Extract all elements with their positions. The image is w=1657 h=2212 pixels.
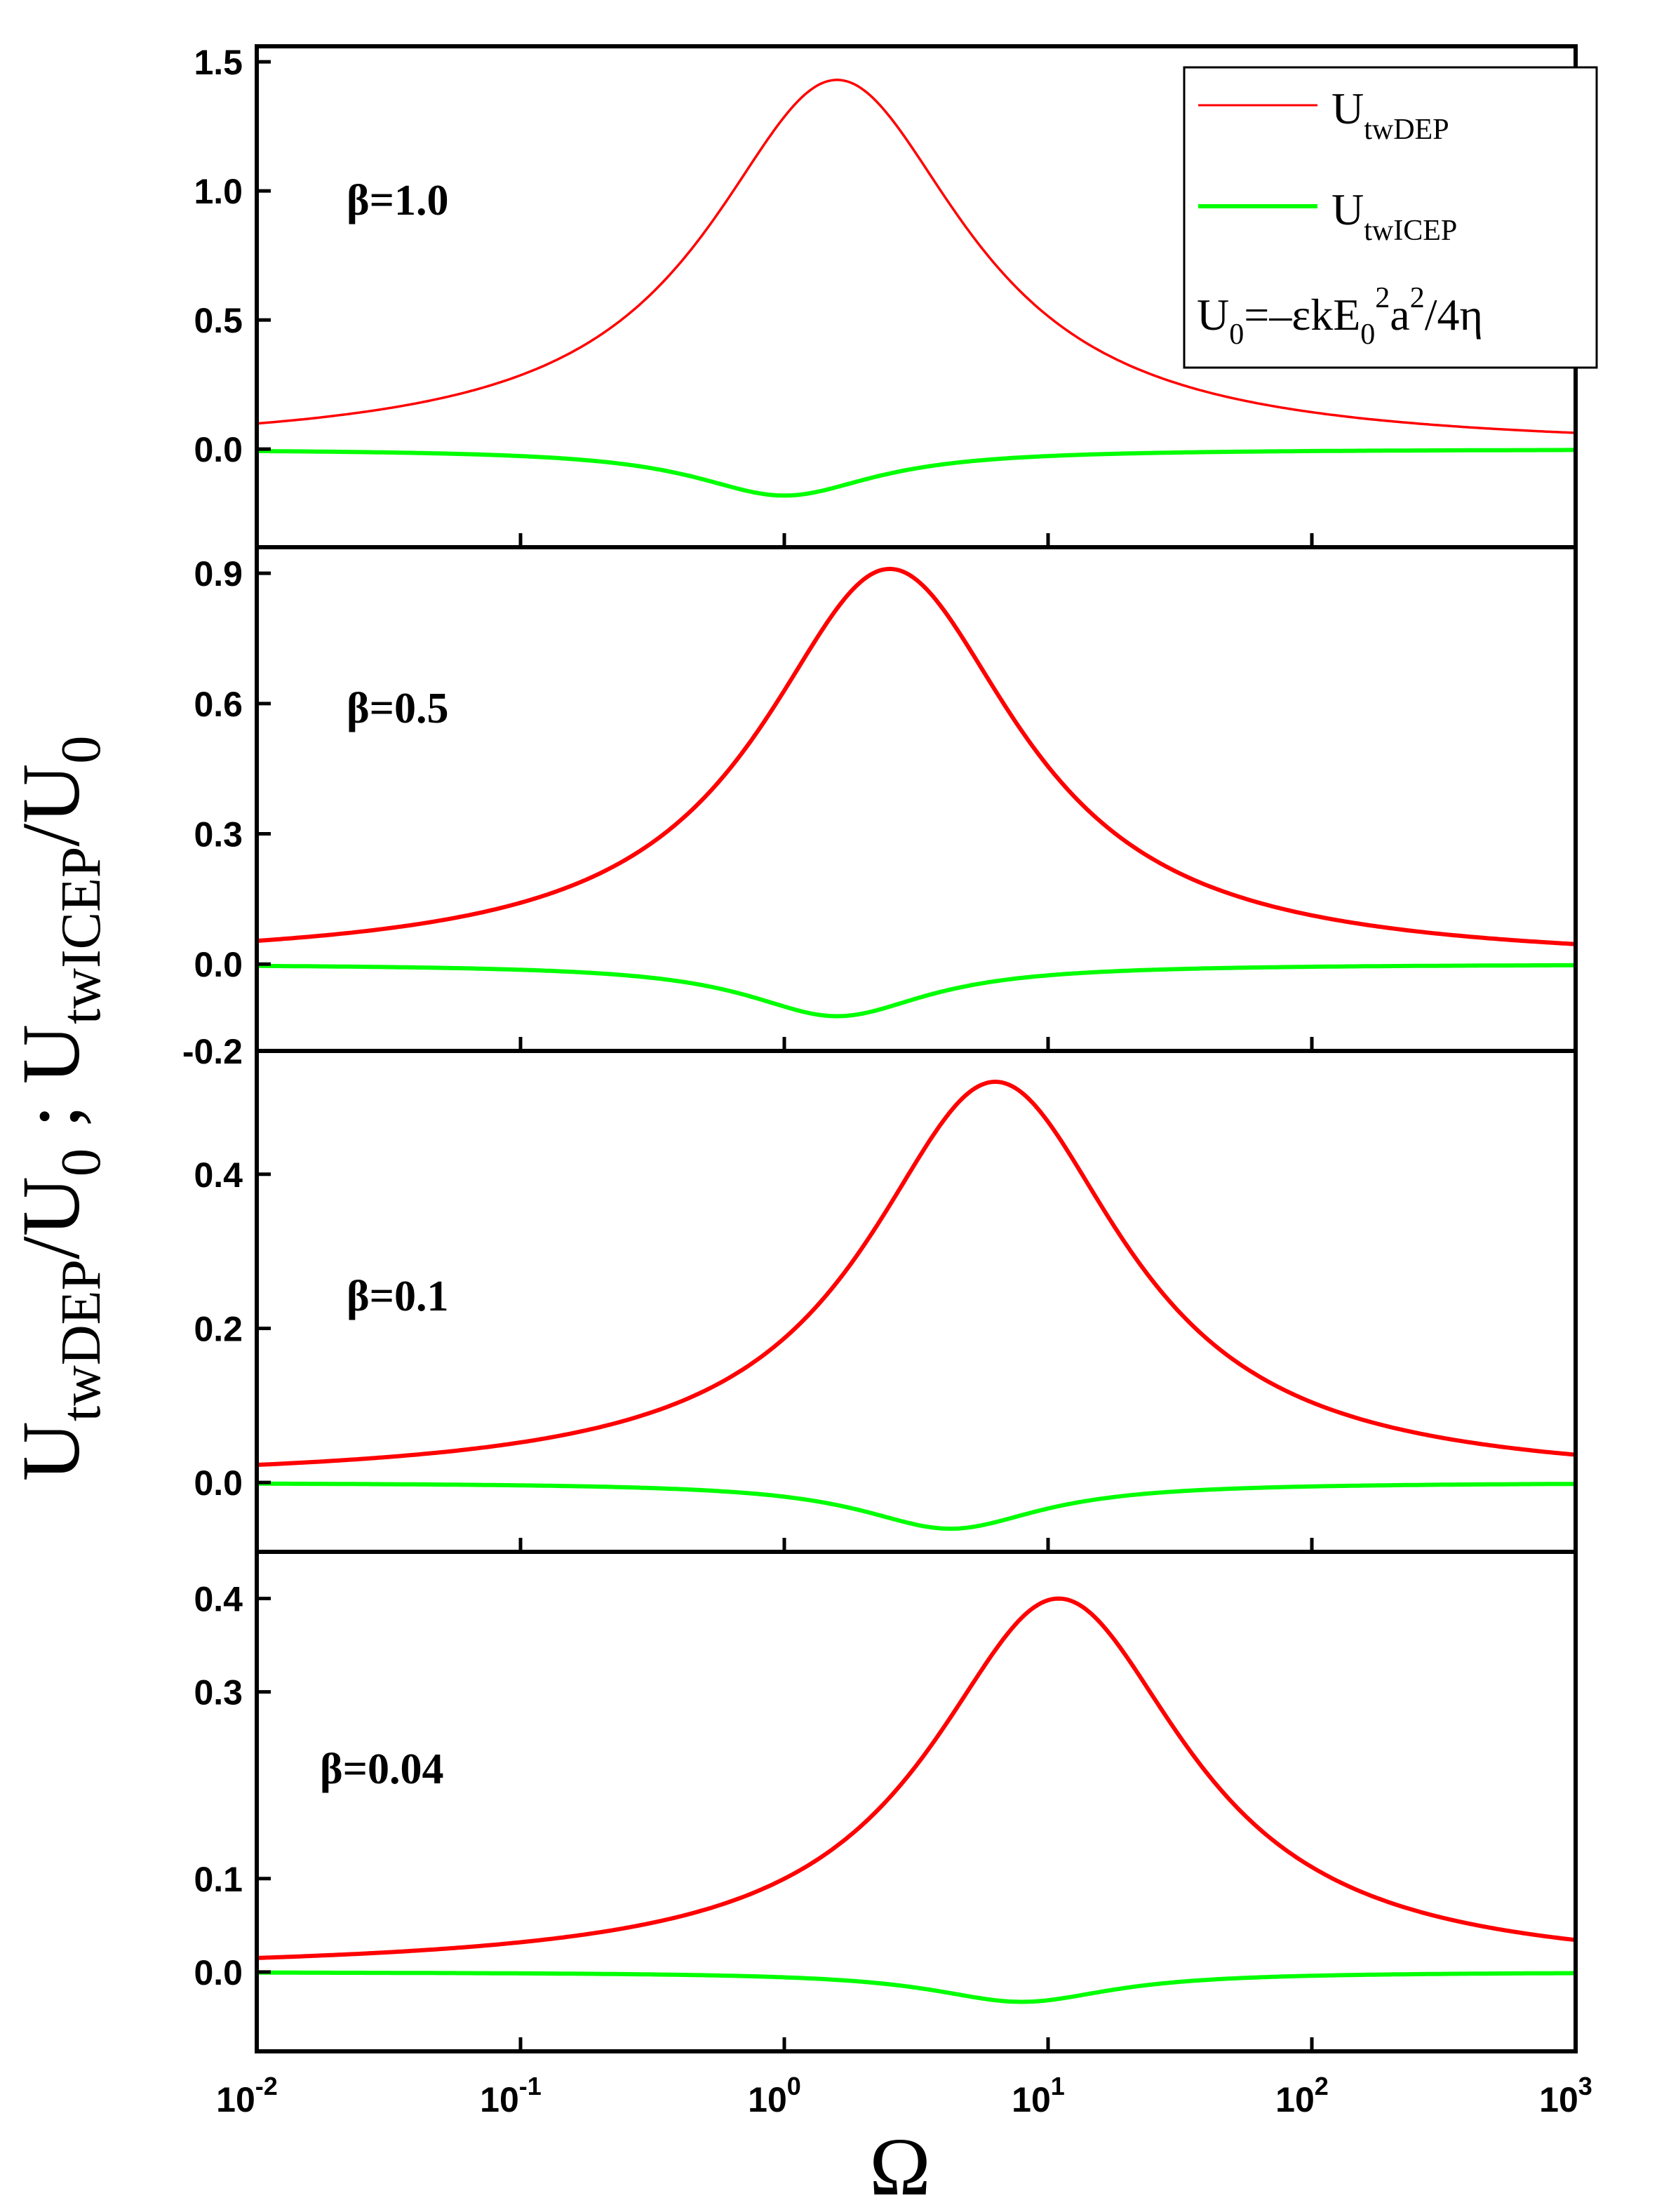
x-tick-label: 100 <box>748 2072 801 2119</box>
series-line-icep <box>257 1970 1576 2004</box>
legend-box <box>1183 66 1598 369</box>
x-tick-label: 10-2 <box>216 2072 278 2119</box>
x-tick-label: 102 <box>1275 2072 1329 2119</box>
y-tick-label: 0.0 <box>194 1953 243 1992</box>
x-tick-label: 101 <box>1012 2072 1065 2119</box>
legend-label-dep: UtwDEP <box>1331 83 1449 146</box>
y-tick-label: 0.3 <box>194 1673 243 1712</box>
legend-label-icep: UtwICEP <box>1331 185 1457 247</box>
series-line-dep <box>256 79 1576 434</box>
legend-formula: U0=–εkE02a2/4η <box>1197 282 1483 351</box>
y-tick-label: 0.9 <box>194 554 243 594</box>
series-line-icep <box>256 448 1576 498</box>
series-line-dep <box>256 1079 1576 1468</box>
x-tick-label: 10-1 <box>480 2072 542 2119</box>
panel-2: 0.9 0.6 0.3 0.0 -0.2 β=0.5 <box>182 545 1578 1071</box>
y-tick-label: 0.1 <box>194 1860 243 1899</box>
y-tick-label: 0.2 <box>194 1309 243 1348</box>
y-tick-label: 0.3 <box>194 815 243 854</box>
y-tick-label: -0.2 <box>182 1032 243 1071</box>
y-tick-label: 0.4 <box>194 1155 243 1195</box>
y-tick-label: 0.6 <box>194 685 243 724</box>
series-line-icep <box>257 963 1576 1019</box>
panel-label: β=0.1 <box>347 1273 449 1320</box>
series-line-dep <box>256 1596 1576 1960</box>
panel-4: 0.4 0.3 0.1 0.0 β=0.04 <box>194 1550 1578 2053</box>
x-axis: 10-2 10-1 100 101 102 103 <box>216 2072 1592 2119</box>
x-tick-label: 103 <box>1539 2072 1592 2119</box>
panel-3: 0.4 0.2 0.0 β=0.1 <box>194 1049 1578 1554</box>
legend: UtwDEP UtwICEP U0=–εkE02a2/4η <box>1183 66 1598 369</box>
series-line-dep <box>256 566 1576 946</box>
panel-1: 1.5 1.0 0.5 0.0 β=1.0 <box>194 43 1578 549</box>
panel-frame <box>255 1049 1578 1554</box>
y-tick-label: 0.4 <box>194 1580 243 1619</box>
series-line-icep <box>257 1481 1576 1531</box>
panels-layer: 1.51.00.50.0β=1.00.90.60.30.0-0.2β=0.50.… <box>182 43 1578 2053</box>
y-tick-label: 1.0 <box>194 172 243 211</box>
y-axis-title: UtwDEP/U0 ; UtwICEP/U0 <box>5 736 112 1482</box>
panel-frame <box>255 545 1578 1053</box>
x-axis-title: Ω <box>869 2121 931 2212</box>
panel-frame <box>255 1550 1578 2053</box>
panel-label: β=0.04 <box>320 1745 444 1793</box>
panel-label: β=1.0 <box>347 177 449 224</box>
y-tick-label: 0.5 <box>194 301 243 340</box>
y-tick-label: 0.0 <box>194 1463 243 1503</box>
panel-label: β=0.5 <box>347 685 449 732</box>
y-tick-label: 1.5 <box>194 43 243 82</box>
y-tick-label: 0.0 <box>194 430 243 469</box>
y-tick-label: 0.0 <box>194 945 243 984</box>
